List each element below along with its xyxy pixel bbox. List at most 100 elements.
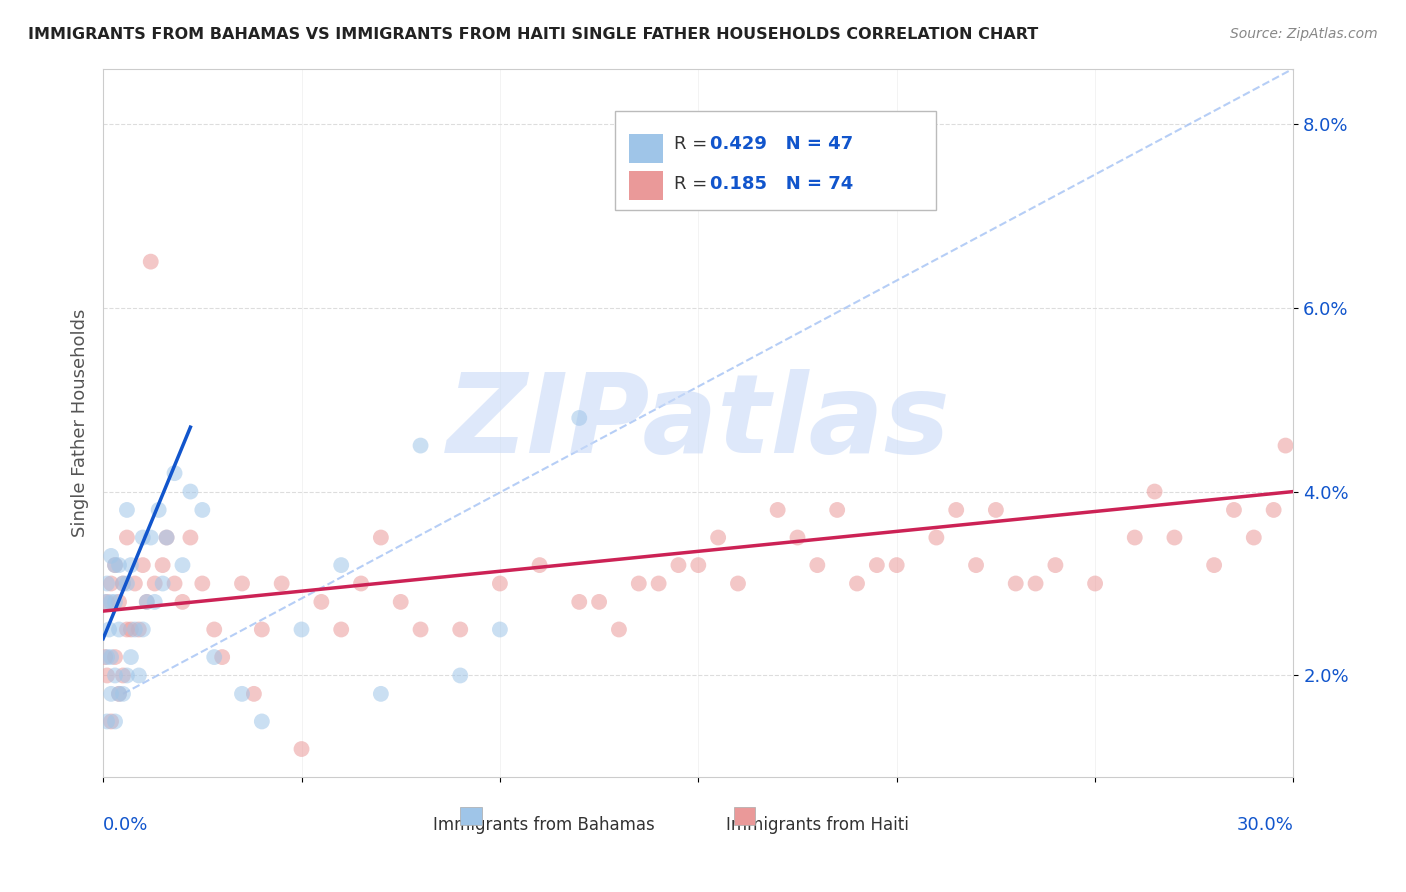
Point xyxy=(191,503,214,517)
Point xyxy=(588,595,610,609)
Text: R =: R = xyxy=(675,175,713,193)
Point xyxy=(568,595,591,609)
Point xyxy=(115,576,138,591)
Point xyxy=(156,531,179,545)
Point xyxy=(132,531,155,545)
Point xyxy=(825,503,848,517)
Point xyxy=(668,558,690,573)
Point xyxy=(449,668,471,682)
Text: IMMIGRANTS FROM BAHAMAS VS IMMIGRANTS FROM HAITI SINGLE FATHER HOUSEHOLDS CORREL: IMMIGRANTS FROM BAHAMAS VS IMMIGRANTS FR… xyxy=(28,27,1039,42)
Point xyxy=(100,549,122,563)
Point xyxy=(132,558,155,573)
Point xyxy=(211,650,233,665)
Point xyxy=(1163,531,1185,545)
Point xyxy=(139,254,162,268)
Point xyxy=(108,558,131,573)
Point xyxy=(124,623,146,637)
Text: 0.429   N = 47: 0.429 N = 47 xyxy=(710,136,853,153)
Point xyxy=(984,503,1007,517)
Point xyxy=(179,484,201,499)
Point xyxy=(143,576,166,591)
Text: Immigrants from Bahamas: Immigrants from Bahamas xyxy=(433,815,654,833)
Point xyxy=(409,439,432,453)
Text: 30.0%: 30.0% xyxy=(1237,815,1294,833)
Point xyxy=(163,466,186,480)
Point xyxy=(143,595,166,609)
Point xyxy=(846,576,869,591)
Point xyxy=(100,687,122,701)
Point xyxy=(96,595,118,609)
Point xyxy=(128,668,150,682)
Point xyxy=(568,411,591,425)
Point xyxy=(172,558,194,573)
Point xyxy=(786,531,808,545)
Point xyxy=(370,531,392,545)
Point xyxy=(94,650,117,665)
Point xyxy=(647,576,669,591)
Point xyxy=(191,576,214,591)
Point xyxy=(104,714,127,729)
Point xyxy=(965,558,987,573)
Point xyxy=(1263,503,1285,517)
Point xyxy=(128,623,150,637)
Point xyxy=(96,714,118,729)
Point xyxy=(806,558,828,573)
Point xyxy=(202,650,225,665)
Point xyxy=(94,595,117,609)
Point xyxy=(409,623,432,637)
Point xyxy=(243,687,266,701)
Point xyxy=(108,687,131,701)
Point xyxy=(370,687,392,701)
Point xyxy=(148,503,170,517)
Point xyxy=(152,576,174,591)
Point xyxy=(727,576,749,591)
Text: R =: R = xyxy=(675,136,713,153)
Point xyxy=(311,595,333,609)
Point xyxy=(104,595,127,609)
Point xyxy=(330,623,353,637)
Point xyxy=(489,623,512,637)
Point xyxy=(231,687,253,701)
Point xyxy=(115,531,138,545)
Point xyxy=(104,558,127,573)
Point xyxy=(111,687,134,701)
Point xyxy=(1123,531,1146,545)
Point xyxy=(96,650,118,665)
Point xyxy=(163,576,186,591)
Point xyxy=(866,558,889,573)
Point xyxy=(115,503,138,517)
FancyBboxPatch shape xyxy=(614,111,936,211)
Point xyxy=(688,558,710,573)
FancyBboxPatch shape xyxy=(630,171,662,200)
Point xyxy=(350,576,373,591)
Point xyxy=(1243,531,1265,545)
Point xyxy=(449,623,471,637)
Point xyxy=(270,576,292,591)
Point xyxy=(139,531,162,545)
Point xyxy=(886,558,908,573)
Point xyxy=(250,623,273,637)
Point xyxy=(1274,439,1296,453)
Point xyxy=(135,595,157,609)
Point xyxy=(108,623,131,637)
Point xyxy=(707,531,730,545)
Point xyxy=(389,595,412,609)
Point xyxy=(925,531,948,545)
FancyBboxPatch shape xyxy=(460,807,482,825)
Point xyxy=(489,576,512,591)
Point xyxy=(1025,576,1047,591)
FancyBboxPatch shape xyxy=(734,807,755,825)
Point xyxy=(108,687,131,701)
Text: ZIPatlas: ZIPatlas xyxy=(447,369,950,476)
Point xyxy=(98,623,121,637)
Point xyxy=(1004,576,1026,591)
Point xyxy=(1045,558,1067,573)
Point xyxy=(1084,576,1107,591)
Point xyxy=(104,650,127,665)
Point xyxy=(104,668,127,682)
Text: Immigrants from Haiti: Immigrants from Haiti xyxy=(725,815,908,833)
Point xyxy=(115,668,138,682)
Point xyxy=(179,531,201,545)
Point xyxy=(330,558,353,573)
Point xyxy=(1223,503,1246,517)
